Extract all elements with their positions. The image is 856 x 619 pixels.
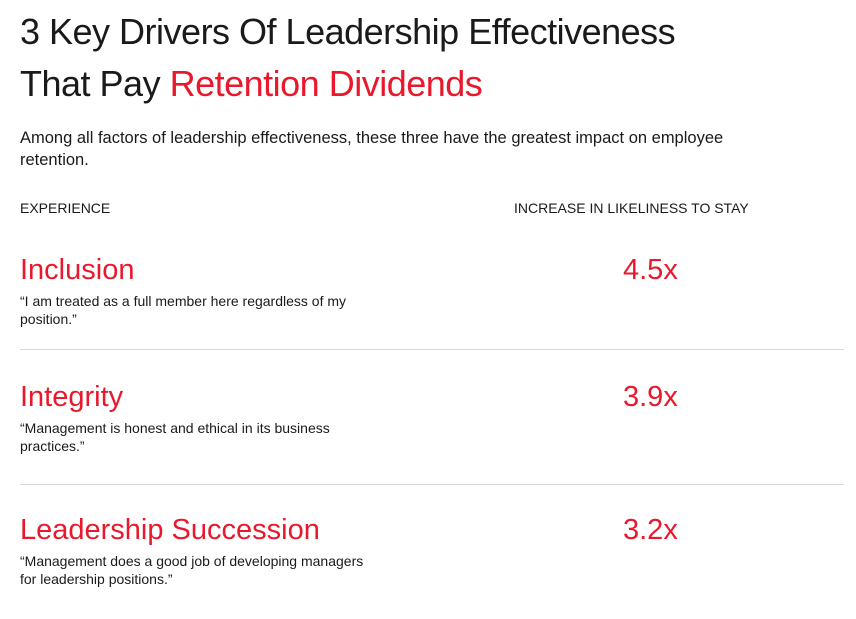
intro-text: Among all factors of leadership effectiv… (20, 129, 724, 169)
title-line-2-plain: That Pay (20, 63, 161, 104)
column-header-experience: EXPERIENCE (20, 200, 111, 216)
driver-name: Leadership Succession (20, 514, 320, 546)
column-header-increase: INCREASE IN LIKELINESS TO STAY (514, 200, 749, 216)
driver-value: 4.5x (623, 254, 678, 286)
driver-name: Inclusion (20, 254, 135, 286)
row-divider (20, 484, 844, 485)
driver-name: Integrity (20, 381, 124, 413)
driver-quote: “Management is honest and ethical in its… (20, 420, 330, 454)
page-title: 3 Key Drivers Of Leadership Effectivenes… (20, 6, 676, 110)
row-divider (20, 349, 844, 350)
driver-value: 3.9x (623, 381, 678, 413)
driver-value: 3.2x (623, 514, 678, 546)
driver-quote: “I am treated as a full member here rega… (20, 293, 347, 327)
title-line-2-accent: Retention Dividends (169, 63, 483, 104)
title-line-1: 3 Key Drivers Of Leadership Effectivenes… (20, 11, 676, 52)
driver-quote: “Management does a good job of developin… (20, 553, 364, 587)
